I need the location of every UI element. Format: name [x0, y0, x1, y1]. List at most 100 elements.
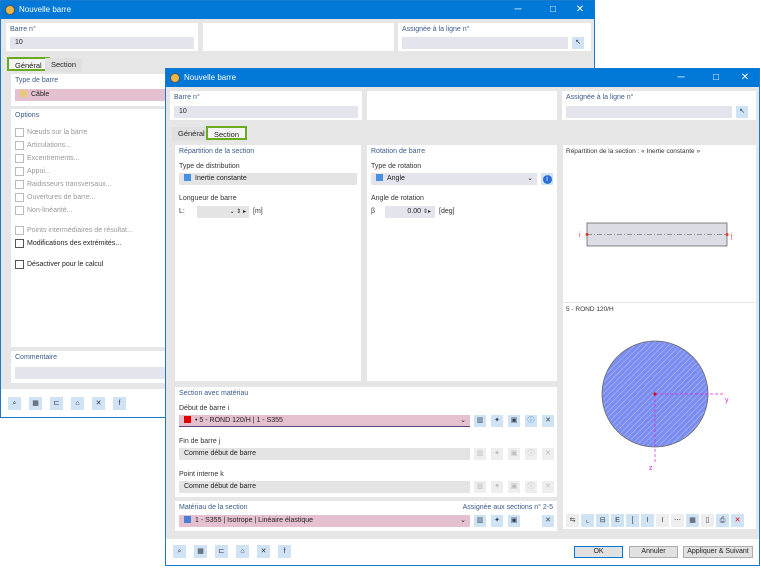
- pick-line-icon[interactable]: ↖: [736, 106, 748, 118]
- i-beam-outline-icon[interactable]: I: [656, 514, 669, 527]
- cancel-button[interactable]: Annuler: [629, 546, 678, 558]
- section-material-panel: Section avec matériau Début de barre i •…: [175, 387, 557, 497]
- end-label: Fin de barre j: [179, 438, 221, 445]
- label-icon[interactable]: [: [626, 514, 639, 527]
- close-button[interactable]: ✕: [575, 4, 585, 15]
- dimension-icon[interactable]: E: [611, 514, 624, 527]
- frame-icon[interactable]: ⌞: [581, 514, 594, 527]
- angle-input[interactable]: 0.00: [385, 206, 435, 218]
- edit-material-icon[interactable]: ▣: [508, 515, 520, 527]
- material-assigned-label: Assignée aux sections n° 2-5: [462, 504, 553, 511]
- tab-section[interactable]: Section: [45, 58, 83, 72]
- member-no-input[interactable]: 10: [174, 106, 358, 118]
- search-icon[interactable]: ⌕: [173, 545, 186, 558]
- angle-symbol: β: [371, 208, 376, 215]
- distribution-diagram: i j: [579, 222, 733, 247]
- i-beam-icon[interactable]: I: [641, 514, 654, 527]
- model-icon[interactable]: ⊏: [215, 545, 228, 558]
- rotation-type-select[interactable]: Angle ⌄: [371, 173, 537, 185]
- scale-icon[interactable]: ▯: [701, 514, 714, 527]
- table-icon[interactable]: ▦: [29, 397, 42, 410]
- minimize-button[interactable]: ─: [514, 4, 522, 15]
- minimize-button[interactable]: ─: [677, 72, 685, 83]
- result-points-checkbox[interactable]: Points intermédiaires de résultat...: [15, 226, 133, 235]
- delete-section-icon: ✕: [542, 448, 554, 460]
- tab-general[interactable]: Général: [7, 57, 50, 71]
- end-modifications-checkbox[interactable]: Modifications des extrémités...: [15, 239, 121, 248]
- delete-section-icon: ✕: [542, 481, 554, 493]
- spinner-icon[interactable]: ⇕▸: [423, 209, 432, 215]
- delete-icon[interactable]: ✕: [257, 545, 270, 558]
- toggle-icon[interactable]: ⇆: [566, 514, 579, 527]
- color-swatch: [184, 174, 191, 181]
- comment-label: Commentaire: [15, 354, 58, 361]
- section-color-icon: [184, 416, 191, 423]
- name-panel: [203, 23, 394, 51]
- print-icon[interactable]: ⎙: [716, 514, 729, 527]
- material-value: 1 - S355 | Isotrope | Linéaire élastique: [195, 517, 314, 524]
- grid-icon[interactable]: ▦: [686, 514, 699, 527]
- eccentricities-checkbox[interactable]: Excentrements...: [15, 154, 80, 163]
- maximize-button[interactable]: □: [549, 4, 557, 15]
- dialog-title: Nouvelle barre: [19, 5, 72, 14]
- new-section-icon[interactable]: ✦: [491, 415, 503, 427]
- rotation-type-label: Type de rotation: [371, 163, 422, 170]
- deactivate-checkbox[interactable]: Désactiver pour le calcul: [15, 260, 103, 269]
- assigned-line-input[interactable]: [566, 106, 732, 118]
- color-swatch: [376, 174, 383, 181]
- info-icon[interactable]: i: [541, 173, 553, 185]
- edit-section-icon[interactable]: ▣: [508, 415, 520, 427]
- table-icon[interactable]: ▦: [194, 545, 207, 558]
- nodes-checkbox[interactable]: Nœuds sur la barre: [15, 128, 87, 137]
- render-icon[interactable]: ⊟: [596, 514, 609, 527]
- comment-input[interactable]: [15, 367, 171, 379]
- library-icon[interactable]: ▥: [474, 415, 486, 427]
- section-diagram: y z: [601, 340, 729, 472]
- pick-line-icon[interactable]: ↖: [572, 37, 584, 49]
- tab-section[interactable]: Section: [206, 126, 248, 140]
- section-header: Section avec matériau: [179, 390, 249, 397]
- formula-icon[interactable]: f: [278, 545, 291, 558]
- member-type-label: Type de barre: [15, 77, 59, 84]
- chevron-down-icon: ⌄: [460, 517, 466, 524]
- new-material-icon[interactable]: ✦: [491, 515, 503, 527]
- member-no-label: Barre n°: [174, 94, 200, 101]
- stiffeners-checkbox[interactable]: Raidisseurs transversaux...: [15, 180, 111, 189]
- formula-icon[interactable]: f: [113, 397, 126, 410]
- library-icon[interactable]: ▥: [474, 515, 486, 527]
- delete-icon[interactable]: ✕: [92, 397, 105, 410]
- close-button[interactable]: ✕: [740, 72, 750, 83]
- angle-label: Angle de rotation: [371, 195, 424, 202]
- material-panel: Matériau de la section Assignée aux sect…: [175, 501, 557, 531]
- nonlinearity-checkbox[interactable]: Non-linéarité...: [15, 206, 73, 215]
- ok-button[interactable]: OK: [574, 546, 623, 558]
- model-icon[interactable]: ⊏: [50, 397, 63, 410]
- new-section-icon: ✦: [491, 481, 503, 493]
- member-type-value: Câble: [31, 91, 50, 98]
- openings-checkbox[interactable]: Ouvertures de barre...: [15, 193, 95, 202]
- delete-material-icon[interactable]: ✕: [542, 515, 554, 527]
- node-i: [585, 233, 589, 236]
- member-no-input[interactable]: 10: [10, 37, 194, 49]
- points-icon[interactable]: ⋯: [671, 514, 684, 527]
- start-section-select[interactable]: • 5 - ROND 120/H | 1 - S355 ⌄: [179, 415, 470, 427]
- library-icon: ▥: [474, 448, 486, 460]
- info-icon[interactable]: ⓘ: [525, 415, 537, 427]
- length-input[interactable]: ⌄ ⇕ ▸: [197, 206, 249, 218]
- search-icon[interactable]: ⌕: [8, 397, 21, 410]
- delete-section-icon[interactable]: ✕: [542, 415, 554, 427]
- maximize-button[interactable]: □: [712, 72, 720, 83]
- support-checkbox[interactable]: Appui...: [15, 167, 51, 176]
- view-icon[interactable]: ⌂: [236, 545, 249, 558]
- edit-section-icon: ▣: [508, 481, 520, 493]
- reset-view-icon[interactable]: ✕: [731, 514, 744, 527]
- library-icon: ▥: [474, 481, 486, 493]
- member-type-select[interactable]: Câble: [15, 89, 171, 101]
- member-no-panel: Barre n° 10: [6, 23, 198, 51]
- hinges-checkbox[interactable]: Articulations...: [15, 141, 71, 150]
- tab-general[interactable]: Général: [172, 127, 211, 141]
- apply-next-button[interactable]: Appliquer & Suivant: [683, 546, 753, 558]
- view-icon[interactable]: ⌂: [71, 397, 84, 410]
- material-select[interactable]: 1 - S355 | Isotrope | Linéaire élastique…: [179, 515, 470, 527]
- assigned-line-input[interactable]: [402, 37, 568, 49]
